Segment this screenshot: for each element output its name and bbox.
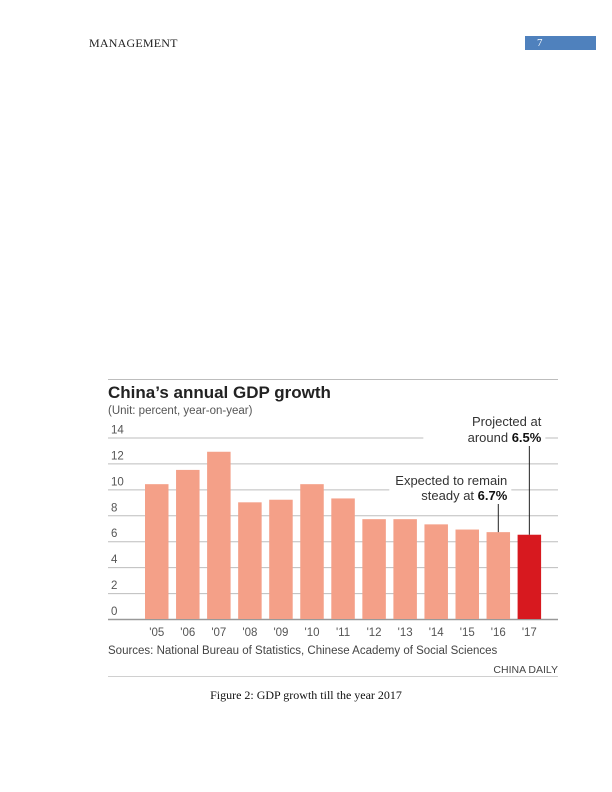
- gdp-chart-svg: China’s annual GDP growth (Unit: percent…: [108, 379, 558, 677]
- y-tick-label: 0: [111, 606, 117, 618]
- x-tick-label: '09: [273, 627, 288, 639]
- bar: [486, 532, 511, 619]
- annotation-line1: Expected to remain: [395, 473, 507, 488]
- annotation-line1: Projected at: [472, 414, 542, 429]
- x-tick-label: '17: [522, 627, 537, 639]
- y-tick-label: 2: [111, 580, 117, 592]
- y-tick-label: 10: [111, 476, 124, 488]
- y-tick-label: 12: [111, 450, 124, 462]
- chart-subtitle: (Unit: percent, year-on-year): [108, 405, 253, 417]
- bar: [207, 451, 231, 619]
- bar: [393, 519, 417, 619]
- bar: [269, 499, 293, 619]
- running-title: MANAGEMENT: [89, 36, 178, 50]
- x-tick-labels: '05 '06 '07 '08 '09 '10 '11 '12 '13 '14 '15 '16 '17: [149, 627, 537, 639]
- x-tick-label: '07: [211, 627, 226, 639]
- annotation-line2: steady at 6.7%: [421, 488, 507, 503]
- chart-title: China’s annual GDP growth: [108, 383, 331, 402]
- bar: [145, 484, 169, 619]
- page-number: 7: [537, 37, 543, 49]
- gdp-chart: China’s annual GDP growth (Unit: percent…: [100, 370, 570, 685]
- bar: [517, 534, 542, 619]
- annotation-bg: [423, 414, 546, 448]
- chart-source: Sources: National Bureau of Statistics, …: [108, 645, 498, 657]
- y-tick-label: 4: [111, 554, 118, 566]
- x-tick-label: '05: [149, 627, 164, 639]
- x-tick-label: '12: [367, 627, 382, 639]
- bar: [300, 484, 324, 619]
- x-tick-label: '06: [180, 627, 195, 639]
- annotation-bg: [389, 473, 512, 507]
- bars: [145, 451, 542, 619]
- y-tick-labels: 0 2 4 6 8 10 12 14: [111, 425, 124, 619]
- x-tick-label: '11: [336, 627, 350, 639]
- x-tick-label: '15: [460, 627, 475, 639]
- x-tick-label: '16: [491, 627, 506, 639]
- bar: [176, 469, 200, 619]
- y-tick-label: 14: [111, 425, 124, 437]
- bar: [362, 519, 386, 619]
- figure-caption: Figure 2: GDP growth till the year 2017: [210, 688, 402, 702]
- x-tick-label: '10: [305, 627, 320, 639]
- x-tick-label: '14: [429, 627, 445, 639]
- x-tick-label: '13: [398, 627, 413, 639]
- y-tick-label: 6: [111, 528, 117, 540]
- bar: [424, 524, 448, 619]
- bar: [331, 498, 355, 619]
- page-number-box: 7: [525, 36, 596, 50]
- bar: [455, 529, 479, 619]
- x-tick-label: '08: [242, 627, 257, 639]
- chart-credit: CHINA DAILY: [493, 664, 558, 676]
- bar: [238, 502, 262, 619]
- y-tick-label: 8: [111, 502, 117, 514]
- annotation-line2: around 6.5%: [468, 430, 542, 445]
